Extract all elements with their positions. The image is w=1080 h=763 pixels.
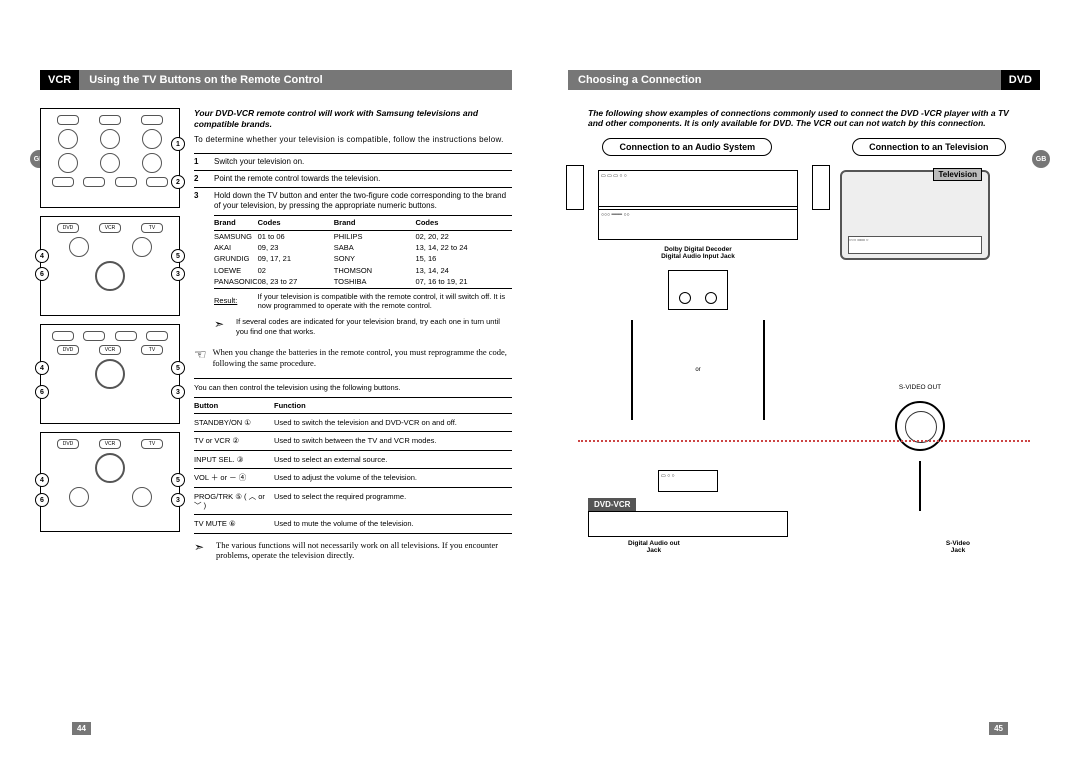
dolby-label-1: Dolby Digital Decoder — [588, 246, 808, 253]
hand-note: When you change the batteries in the rem… — [213, 347, 512, 368]
remote-4: DVDVCRTV 4 6 5 3 — [40, 432, 180, 532]
function-table: ButtonFunction STANDBY/ON ①Used to switc… — [194, 397, 512, 534]
arrow-note: If several codes are indicated for your … — [236, 317, 512, 336]
left-title: Using the TV Buttons on the Remote Contr… — [79, 70, 512, 90]
page-44: VCR Using the TV Buttons on the Remote C… — [0, 0, 540, 763]
right-intro: The following show examples of connectio… — [588, 108, 1020, 128]
step-1: Switch your television on. — [214, 157, 512, 167]
svideo-jack-label: S-VideoJack — [946, 540, 970, 554]
intro-plain: To determine whether your television is … — [194, 135, 512, 145]
control-intro: You can then control the television usin… — [194, 383, 512, 392]
svideo-connector-icon — [895, 401, 945, 451]
or-label: or — [695, 367, 700, 373]
dotted-separator — [578, 440, 1030, 442]
result-label: Result: — [214, 296, 237, 305]
connection-labels: Connection to an Audio System Connection… — [568, 138, 1040, 156]
audio-jack-box — [668, 270, 728, 310]
arrow-icon-2: ➣ — [194, 540, 210, 561]
conn-audio-label: Connection to an Audio System — [602, 138, 772, 156]
remote-illustrations: 1 2 DVDVCRTV 4 6 5 3 DVDVCRTV 4 — [40, 108, 180, 561]
step-3: Hold down the TV button and enter the tw… — [214, 191, 512, 211]
left-text-column: Your DVD-VCR remote control will work wi… — [194, 108, 512, 561]
titlebar-left: VCR Using the TV Buttons on the Remote C… — [40, 70, 512, 90]
page-number-45: 45 — [989, 722, 1008, 735]
dvdvcr-section: ▭ ○ ○ DVD-VCR — [588, 470, 788, 537]
right-title: Choosing a Connection — [568, 70, 1001, 90]
svideo-out-label: S-VIDEO OUT — [840, 384, 1000, 391]
television-shape: Television ○○○ ▭▭ ○ — [840, 170, 990, 260]
step-2: Point the remote control towards the tel… — [214, 174, 512, 184]
brand-codes-table: Brand Codes Brand Codes SAMSUNG01 to 06P… — [214, 215, 512, 311]
connection-diagram: ▭ ▭ ▭ ○ ○ ○○○ ═══ ○○ Dolby Digital Decod… — [568, 170, 1040, 600]
dvdvcr-badge: DVD-VCR — [588, 498, 636, 511]
conn-tv-label: Connection to an Television — [852, 138, 1005, 156]
steps-list: 1Switch your television on. 2Point the r… — [194, 153, 512, 339]
bottom-note: The various functions will not necessari… — [216, 540, 512, 561]
tv-diagram: Television ○○○ ▭▭ ○ S-VIDEO OUT — [840, 170, 1000, 600]
vcr-badge: VCR — [40, 70, 79, 90]
page-45: Choosing a Connection DVD GB The followi… — [540, 0, 1080, 763]
remote-1: 1 2 — [40, 108, 180, 208]
gb-badge-right: GB — [1032, 150, 1050, 168]
digital-audio-out-label: Digital Audio outJack — [628, 540, 680, 554]
dvdvcr-unit — [588, 511, 788, 537]
result-text: If your television is compatible with th… — [258, 288, 512, 311]
remote-2: DVDVCRTV 4 6 5 3 — [40, 216, 180, 316]
dvd-badge: DVD — [1001, 70, 1040, 90]
hand-icon: ☜ — [194, 347, 207, 368]
remote-3: DVDVCRTV 4 6 5 3 — [40, 324, 180, 424]
dolby-label-2: Digital Audio Input Jack — [588, 253, 808, 260]
titlebar-right: Choosing a Connection DVD — [568, 70, 1040, 90]
arrow-icon: ➣ — [214, 317, 230, 336]
page-number-44: 44 — [72, 722, 91, 735]
television-label: Television — [933, 168, 982, 181]
intro-italic: Your DVD-VCR remote control will work wi… — [194, 108, 512, 129]
